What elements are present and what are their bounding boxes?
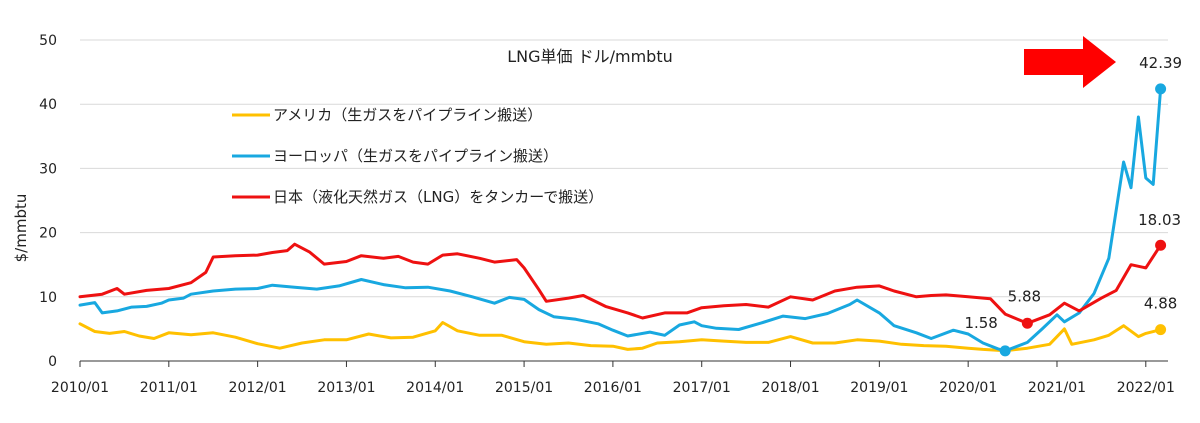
data-label: 1.58 [964, 314, 997, 332]
right-arrow-icon [1024, 36, 1116, 88]
x-tick-label: 2018/01 [761, 380, 819, 396]
x-tick-label: 2022/01 [1117, 380, 1175, 396]
legend-label: ヨーロッパ（生ガスをパイプライン搬送） [273, 147, 558, 165]
chart-title: LNG単価 ドル/mmbtu [507, 47, 673, 66]
y-tick-label: 20 [39, 226, 57, 242]
series-lines [78, 87, 1163, 353]
y-tick-label: 50 [39, 33, 57, 49]
x-tick-label: 2011/01 [140, 380, 198, 396]
data-label: 42.39 [1139, 54, 1182, 72]
legend-label: アメリカ（生ガスをパイプライン搬送） [273, 106, 542, 124]
data-label: 5.88 [1008, 287, 1041, 305]
endpoint-marker [1155, 239, 1167, 251]
grid-lines [80, 39, 1168, 298]
legend-label: 日本（液化天然ガス（LNG）をタンカーで搬送） [273, 188, 603, 206]
x-tick-label: 2017/01 [673, 380, 731, 396]
x-axis [79, 360, 1168, 367]
endpoint-markers [999, 83, 1167, 357]
x-tick-label: 2021/01 [1028, 380, 1086, 396]
x-axis-tick-labels: 2010/01 2011/01 2012/01 2013/01 2014/01 2015/… [51, 380, 1175, 396]
endpoint-marker [999, 345, 1011, 357]
x-tick-label: 2020/01 [939, 380, 997, 396]
endpoint-marker [1155, 324, 1167, 336]
y-tick-label: 40 [39, 97, 57, 113]
x-tick-label: 2016/01 [584, 380, 642, 396]
y-tick-label: 10 [39, 290, 57, 306]
series-line-0 [78, 321, 1163, 353]
x-tick-label: 2015/01 [495, 380, 553, 396]
y-tick-label: 30 [39, 161, 57, 177]
series-line-2 [78, 242, 1163, 325]
y-axis-tick-labels: 0 10 20 30 40 50 [39, 33, 57, 370]
x-tick-label: 2012/01 [229, 380, 287, 396]
endpoint-marker [1021, 317, 1033, 329]
legend: アメリカ（生ガスをパイプライン搬送） ヨーロッパ（生ガスをパイプライン搬送） 日本（… [232, 106, 603, 206]
data-labels: 42.39 18.03 5.88 1.58 4.88 [964, 54, 1182, 332]
data-label: 4.88 [1144, 295, 1177, 313]
y-axis-label: $/mmbtu [12, 194, 30, 263]
x-tick-label: 2019/01 [850, 380, 908, 396]
data-label: 18.03 [1138, 211, 1181, 229]
x-tick-label: 2013/01 [317, 380, 375, 396]
y-tick-label: 0 [48, 354, 57, 370]
x-tick-label: 2010/01 [51, 380, 109, 396]
x-tick-label: 2014/01 [406, 380, 464, 396]
endpoint-marker [1155, 83, 1167, 95]
series-line-1 [78, 87, 1163, 353]
